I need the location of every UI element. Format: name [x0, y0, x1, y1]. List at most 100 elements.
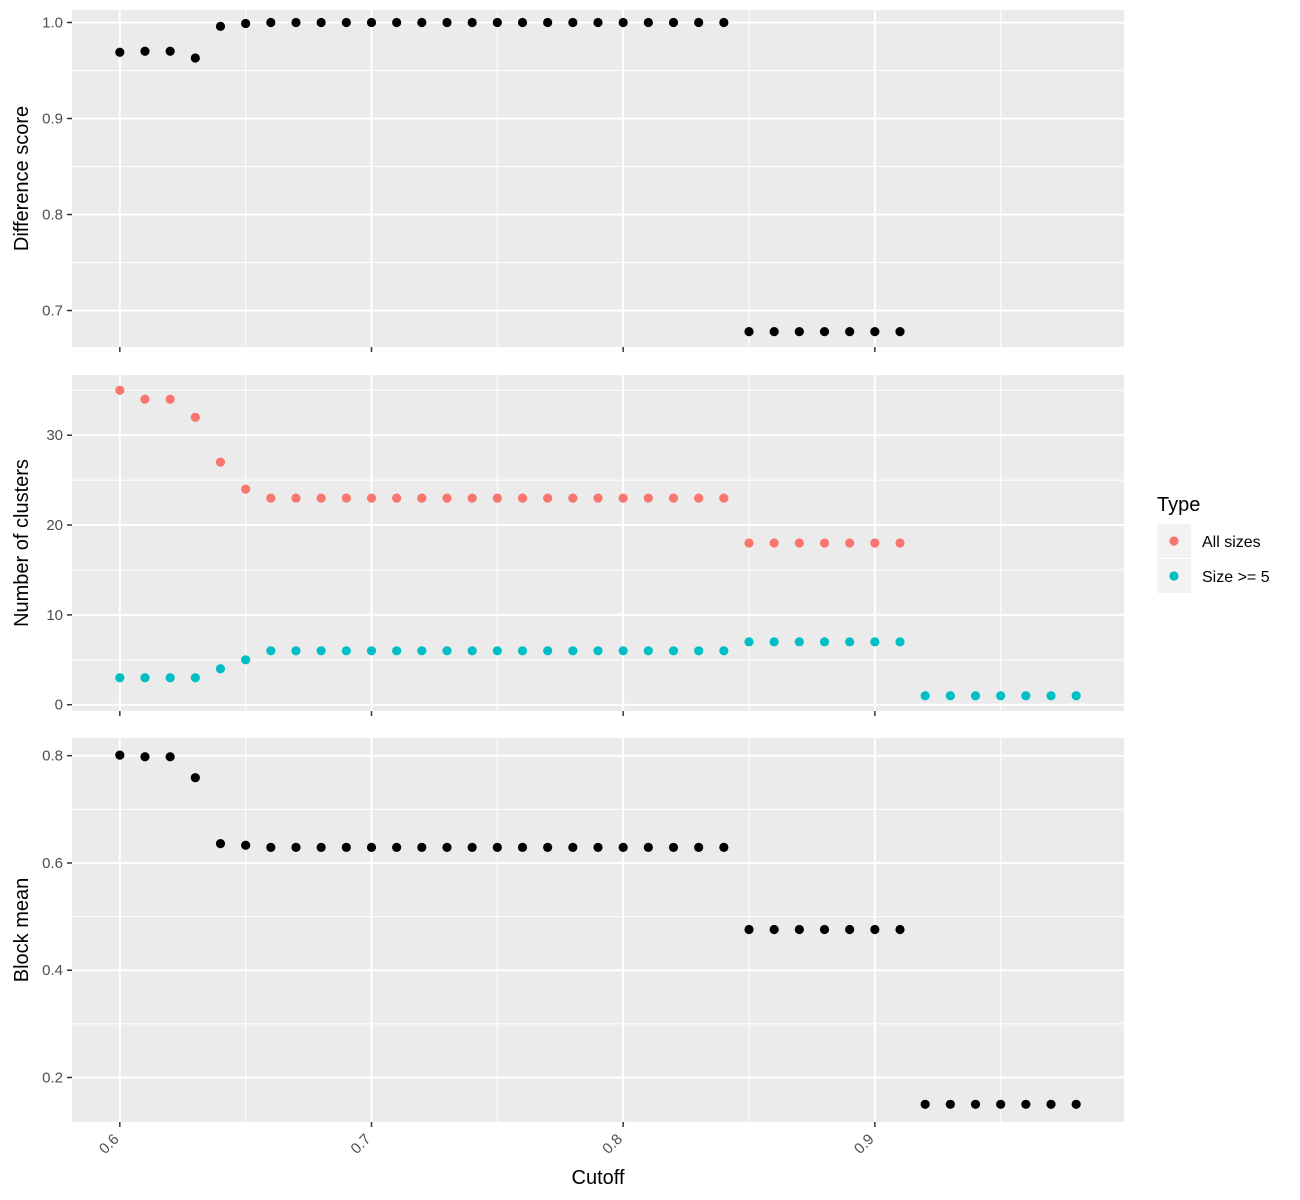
y-tick-label: 20 [46, 517, 63, 534]
data-point [190, 53, 200, 63]
data-point [769, 538, 779, 548]
data-point [593, 17, 603, 28]
data-point [543, 646, 553, 656]
data-point [845, 637, 855, 647]
data-point [366, 17, 377, 28]
data-point [794, 327, 804, 337]
data-point [719, 842, 729, 853]
data-point [341, 493, 351, 503]
data-point [266, 493, 276, 503]
legend-swatch [1169, 536, 1179, 546]
y-tick-label: 10 [46, 607, 63, 624]
data-point [241, 18, 251, 29]
data-point [190, 773, 200, 783]
data-point [316, 842, 326, 853]
data-point [215, 664, 226, 674]
data-point [920, 691, 930, 701]
data-point [920, 1099, 930, 1109]
data-point [568, 646, 578, 656]
data-point [593, 646, 603, 656]
data-point [140, 394, 150, 404]
data-point [241, 655, 251, 665]
data-point [643, 842, 653, 853]
data-point [517, 17, 528, 28]
data-point [870, 538, 880, 548]
y-tick-label: 1.0 [42, 14, 63, 31]
data-point [392, 493, 402, 503]
data-point [467, 493, 477, 503]
data-point [215, 839, 226, 849]
data-point [719, 493, 729, 503]
series-points [115, 750, 1081, 1109]
data-point [668, 493, 679, 503]
data-point [744, 538, 754, 548]
data-point [769, 637, 779, 647]
y-axis-title: Number of clusters [11, 459, 33, 627]
x-tick-label: 0.6 [96, 1131, 123, 1158]
data-point [442, 646, 452, 656]
panel-background [72, 375, 1124, 711]
data-point [467, 646, 477, 656]
legend-label: All sizes [1202, 534, 1261, 551]
series-size-5 [115, 637, 1081, 701]
data-point [241, 484, 251, 494]
y-axis-title: Difference score [11, 106, 33, 251]
data-point [442, 493, 452, 503]
data-point [316, 493, 326, 503]
data-point [643, 17, 653, 28]
data-point [366, 646, 377, 656]
data-point [1046, 691, 1056, 701]
data-point [392, 646, 402, 656]
panels-layer: 0.7 0.8 0.9 1.0 Difference score 0 10 20 30 Numbe… [11, 10, 1124, 1158]
data-point [266, 17, 276, 28]
legend-swatch [1169, 571, 1179, 581]
data-point [492, 842, 502, 853]
data-point [870, 637, 880, 647]
legend: Type All sizes Size >= 5 [1157, 494, 1270, 593]
data-point [366, 493, 377, 503]
data-point [794, 924, 804, 935]
data-point [291, 493, 301, 503]
data-point [341, 17, 351, 28]
data-point [694, 17, 704, 28]
data-point [970, 691, 981, 701]
legend-items: All sizes Size >= 5 [1157, 524, 1270, 593]
panel-background [72, 10, 1124, 347]
data-point [1021, 1099, 1031, 1109]
y-tick-label: 0 [55, 697, 63, 714]
data-point [895, 637, 905, 647]
data-point [1021, 691, 1031, 701]
y-tick-label: 0.2 [42, 1069, 63, 1086]
data-point [115, 750, 125, 760]
series-points [115, 17, 905, 337]
data-point [341, 842, 351, 853]
y-tick-label: 0.6 [42, 855, 63, 872]
data-point [819, 637, 830, 647]
data-point [769, 924, 779, 935]
data-point [442, 17, 452, 28]
data-point [794, 637, 804, 647]
data-point [643, 493, 653, 503]
data-point [165, 46, 175, 56]
data-point [794, 538, 804, 548]
data-point [568, 17, 578, 28]
data-point [945, 1099, 955, 1109]
data-point [140, 46, 150, 56]
data-point [694, 842, 704, 853]
data-point [543, 493, 553, 503]
data-point [190, 412, 200, 422]
data-point [744, 637, 754, 647]
data-point [392, 842, 402, 853]
data-point [568, 493, 578, 503]
data-point [115, 673, 125, 683]
data-point [593, 842, 603, 853]
panel-1: 0.7 0.8 0.9 1.0 Difference score [11, 10, 1124, 352]
data-point [517, 646, 528, 656]
x-axis-title: Cutoff [572, 1167, 625, 1189]
data-point [719, 646, 729, 656]
data-point [215, 457, 226, 467]
data-point [115, 385, 125, 395]
data-point [1071, 1099, 1081, 1109]
data-point [165, 752, 175, 762]
